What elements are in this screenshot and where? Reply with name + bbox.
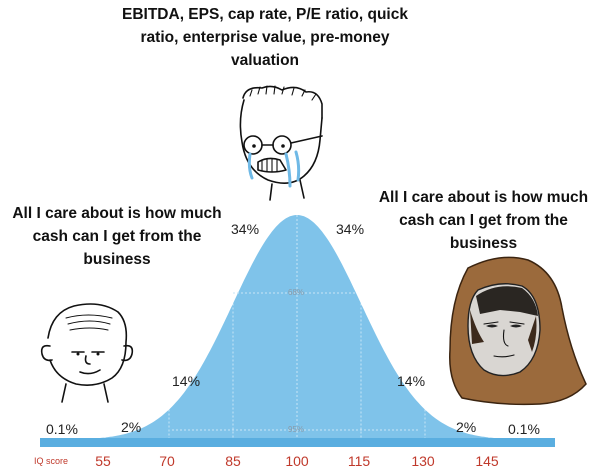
segment-label-far-right: 0.1% — [508, 421, 540, 437]
segment-label-far-left: 0.1% — [46, 421, 78, 437]
segment-label-1sd-right-outer: 14% — [397, 373, 426, 389]
segment-label-2sd-right: 2% — [456, 419, 477, 435]
segment-label-2sd-left: 2% — [121, 419, 142, 435]
x-axis-bar — [40, 438, 555, 447]
segment-label-1sd-left: 34% — [231, 221, 260, 237]
caption-left: All I care about is how much cash can I … — [12, 205, 222, 268]
x-tick-85: 85 — [225, 453, 241, 469]
inner-label-95: 95% — [287, 425, 305, 434]
crying-nerd-wojak — [239, 85, 323, 201]
sd-dividers — [104, 215, 490, 440]
x-tick-100: 100 — [285, 453, 309, 469]
segment-label-1sd-right: 34% — [336, 221, 365, 237]
caption-right: All I care about is how much cash can I … — [378, 189, 589, 252]
inner-label-68: 68% — [287, 288, 305, 297]
segment-label-1sd-left-outer: 14% — [172, 373, 201, 389]
x-tick-55: 55 — [95, 453, 111, 469]
x-axis-label: IQ score — [34, 456, 69, 466]
bell-curve-area — [40, 215, 555, 440]
caption-top: EBITDA, EPS, cap rate, P/E ratio, quick … — [122, 6, 408, 69]
x-tick-115: 115 — [347, 453, 371, 469]
x-tick-145: 145 — [475, 453, 499, 469]
x-tick-70: 70 — [159, 453, 175, 469]
x-tick-130: 130 — [411, 453, 435, 469]
hooded-monk-wojak — [449, 256, 587, 406]
simple-wojak — [40, 303, 134, 403]
